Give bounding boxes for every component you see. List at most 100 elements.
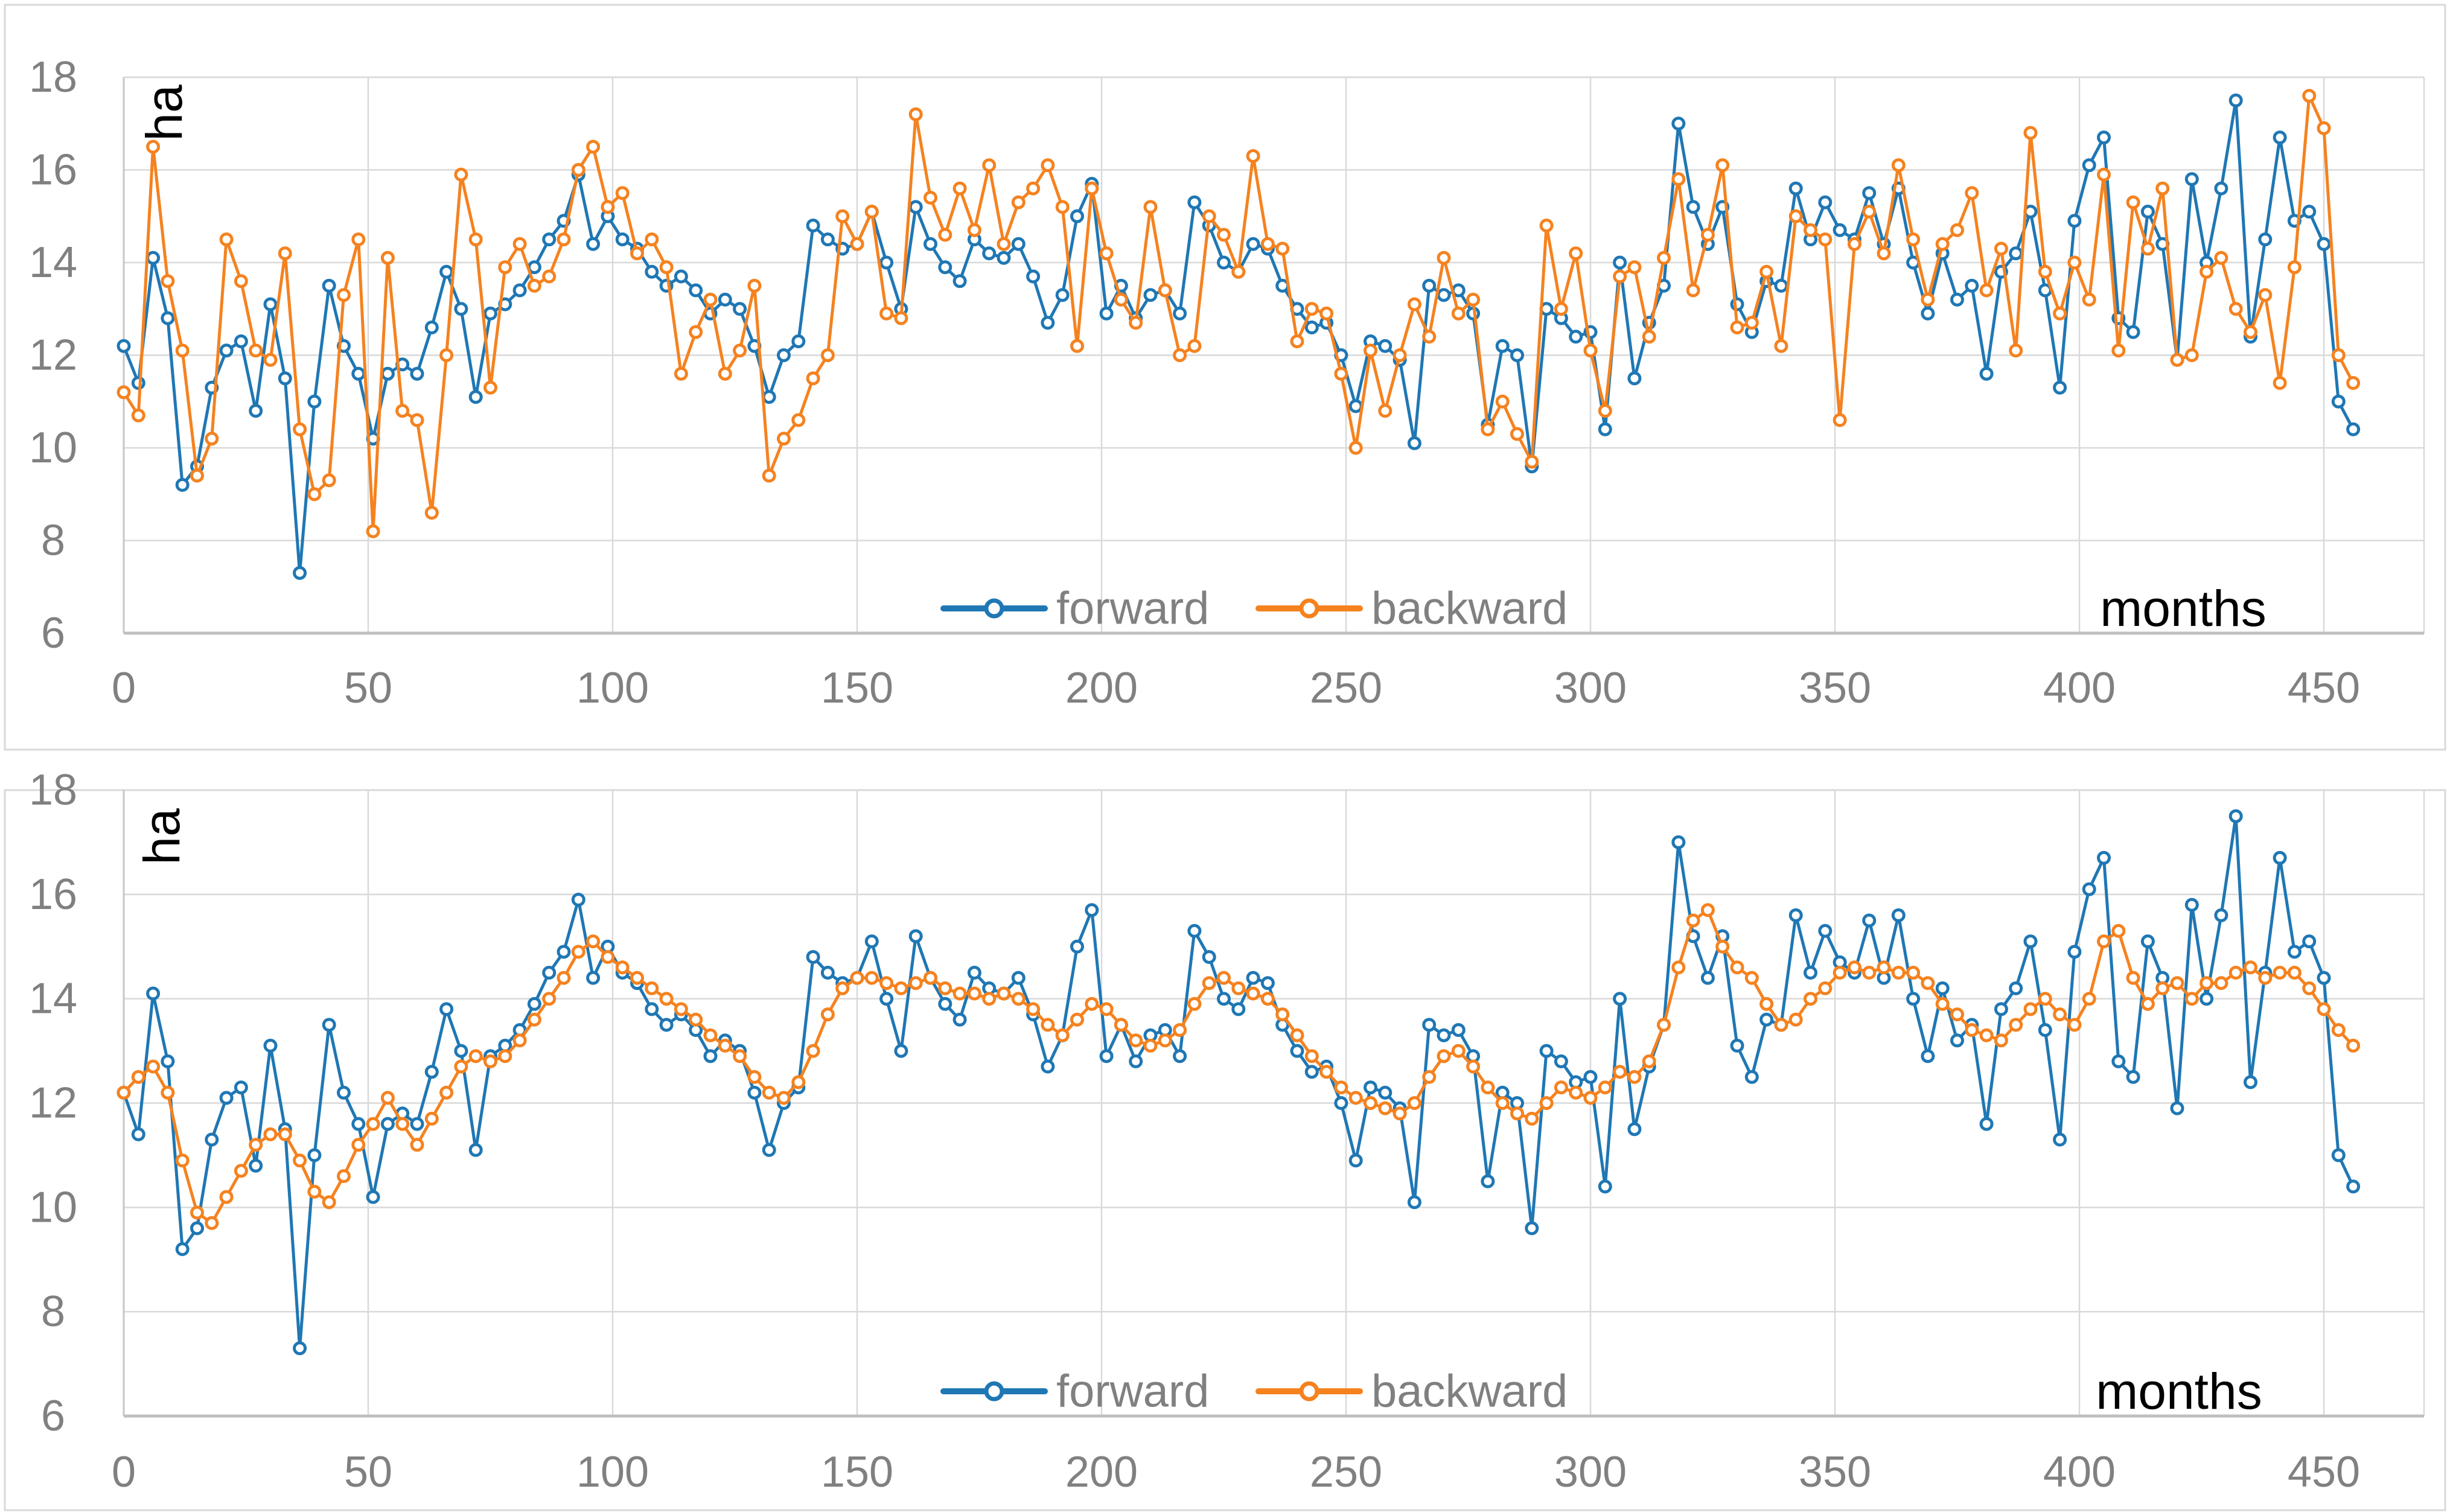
- backward-data-point-marker: [1304, 302, 1319, 316]
- backward-data-point-marker: [1202, 209, 1216, 223]
- backward-data-point-marker: [1994, 1033, 2008, 1048]
- forward-data-point-marker: [468, 1143, 483, 1157]
- forward-data-point-marker: [586, 237, 601, 251]
- forward-data-point-marker: [938, 260, 952, 275]
- forward-data-point-marker: [2302, 205, 2317, 219]
- x-tick-label-0: 0: [112, 664, 136, 712]
- backward-data-point-marker: [2287, 966, 2302, 980]
- backward-data-point-marker: [1598, 1080, 1612, 1095]
- backward-data-point-marker: [938, 981, 952, 995]
- forward-data-point-marker: [2170, 1101, 2184, 1115]
- backward-data-point-marker: [1921, 976, 1935, 990]
- forward-data-point-marker: [1569, 330, 1583, 344]
- legend-forward-marker-icon: [984, 1381, 1004, 1402]
- forward-data-point-marker: [2331, 1148, 2346, 1163]
- backward-data-point-marker: [278, 1127, 292, 1141]
- backward-data-point-marker: [1700, 228, 1715, 242]
- backward-data-point-marker: [601, 950, 615, 964]
- forward-data-point-marker: [1364, 1080, 1377, 1095]
- backward-data-point-marker: [1495, 1096, 1510, 1110]
- y-tick-label-10: 10: [29, 424, 77, 472]
- backward-data-point-marker: [1950, 223, 1964, 237]
- backward-data-point-marker: [1965, 1023, 1979, 1037]
- backward-data-point-marker: [1715, 158, 1730, 173]
- backward-data-point-marker: [1583, 343, 1598, 358]
- backward-data-point-marker: [1877, 960, 1891, 975]
- forward-data-point-marker: [659, 1018, 674, 1032]
- backward-data-point-marker: [1744, 971, 1759, 985]
- bottom-chart-gridlines: [123, 789, 2425, 1418]
- forward-data-point-marker: [2082, 158, 2096, 173]
- forward-data-point-marker: [1979, 366, 1994, 381]
- backward-data-point-marker: [1539, 1096, 1554, 1110]
- forward-data-point-marker: [2140, 934, 2155, 949]
- forward-data-point-marker: [762, 390, 776, 404]
- forward-data-point-marker: [1422, 1018, 1437, 1032]
- backward-data-point-marker: [1217, 971, 1231, 985]
- backward-data-point-marker: [659, 992, 674, 1006]
- y-tick-label-14: 14: [29, 975, 77, 1023]
- forward-data-point-marker: [1407, 1195, 1421, 1210]
- forward-data-point-marker: [424, 321, 439, 334]
- forward-data-point-marker: [908, 200, 923, 214]
- backward-data-point-marker: [1334, 366, 1348, 381]
- forward-data-point-marker: [161, 311, 175, 325]
- forward-data-point-marker: [1950, 292, 1964, 307]
- x-tick-label-100: 100: [576, 664, 649, 712]
- forward-data-point-marker: [219, 343, 234, 358]
- backward-data-point-marker: [762, 468, 776, 483]
- forward-data-point-marker: [1011, 971, 1026, 985]
- backward-data-point-marker: [1173, 1023, 1187, 1037]
- backward-data-point-marker: [733, 343, 747, 358]
- backward-data-point-marker: [2155, 981, 2170, 995]
- y-tick-label-12: 12: [29, 1079, 77, 1128]
- backward-data-point-marker: [2331, 348, 2346, 362]
- forward-data-point-marker: [2111, 1054, 2126, 1068]
- backward-data-point-marker: [908, 976, 923, 990]
- backward-data-point-marker: [1627, 260, 1642, 275]
- forward-data-point-marker: [1187, 195, 1202, 209]
- backward-data-point-marker: [2228, 302, 2243, 316]
- forward-data-point-marker: [864, 934, 879, 949]
- backward-data-point-marker: [615, 960, 630, 975]
- x-tick-label-50: 50: [344, 664, 392, 712]
- backward-data-point-marker: [1407, 1096, 1421, 1110]
- backward-data-point-marker: [952, 986, 967, 1001]
- forward-data-point-marker: [249, 404, 263, 418]
- forward-data-point-marker: [2097, 130, 2111, 145]
- forward-data-point-marker: [468, 390, 483, 404]
- backward-data-point-marker: [894, 311, 908, 325]
- backward-data-point-marker: [1378, 1101, 1392, 1115]
- x-tick-label-0: 0: [112, 1448, 136, 1496]
- forward-data-point-marker: [1437, 288, 1451, 302]
- backward-data-point-marker: [263, 1127, 278, 1141]
- forward-data-point-marker: [542, 966, 557, 980]
- backward-data-point-marker: [1275, 1007, 1290, 1022]
- backward-data-point-marker: [1935, 997, 1950, 1011]
- forward-data-point-marker: [1921, 1049, 1935, 1064]
- backward-data-point-marker: [454, 1059, 468, 1074]
- forward-data-point-marker: [615, 232, 630, 247]
- forward-data-point-marker: [997, 250, 1011, 265]
- forward-data-point-marker: [454, 1044, 468, 1058]
- backward-data-point-marker: [2273, 376, 2287, 390]
- backward-data-point-marker: [1114, 1018, 1128, 1032]
- backward-data-point-marker: [747, 1070, 762, 1084]
- backward-series-markers: [116, 89, 2361, 538]
- backward-data-point-marker: [1231, 264, 1246, 279]
- bottom-chart: 18 16 14 12 10 8 60 50 100 150 200 250 300 350 400 450: [29, 766, 2425, 1496]
- x-tick-label-250: 250: [1310, 664, 1382, 712]
- forward-data-point-marker: [351, 366, 366, 381]
- backward-data-point-marker: [894, 981, 908, 995]
- top-chart-series: [116, 89, 2361, 580]
- forward-data-point-marker: [2273, 130, 2287, 145]
- y-tick-label-10: 10: [29, 1183, 77, 1231]
- forward-data-point-marker: [366, 1190, 380, 1204]
- backward-data-point-marker: [1818, 232, 1833, 247]
- forward-data-point-marker: [307, 1148, 322, 1163]
- backward-data-point-marker: [2097, 934, 2111, 949]
- backward-data-point-marker: [2228, 966, 2243, 980]
- backward-data-point-marker: [322, 1195, 336, 1210]
- forward-data-point-marker: [1994, 1002, 2008, 1016]
